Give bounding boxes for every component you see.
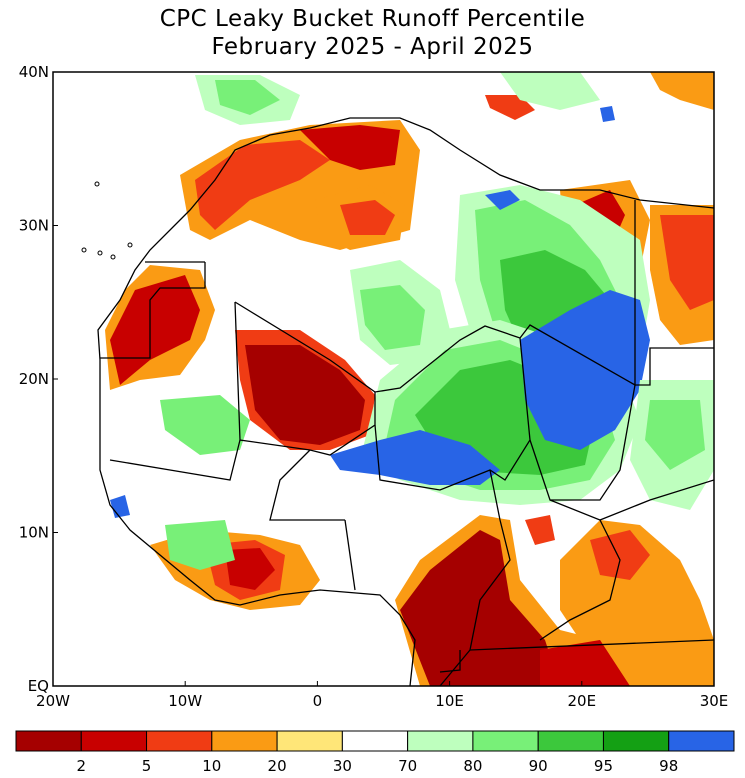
map-field: [53, 72, 714, 686]
legend-tick-label: 80: [463, 757, 482, 775]
lat-label: EQ: [28, 677, 49, 695]
map-subtitle: February 2025 - April 2025: [211, 34, 534, 60]
wet-anomalies: [110, 72, 714, 570]
lon-label: 20E: [568, 692, 597, 710]
country-borders: [97, 117, 714, 686]
legend-tick-label: 5: [142, 757, 152, 775]
legend-swatch: [341, 730, 409, 752]
legend-swatch: [80, 730, 148, 752]
islands: [81, 181, 133, 260]
legend-swatch: [15, 730, 82, 752]
legend-tick-label: 30: [333, 757, 352, 775]
legend-swatch: [537, 730, 604, 752]
map-title: CPC Leaky Bucket Runoff Percentile: [159, 6, 586, 32]
lon-label: 10E: [435, 692, 464, 710]
legend-swatch: [668, 730, 735, 752]
legend-tick-label: 20: [268, 757, 287, 775]
legend-swatch: [602, 730, 670, 752]
legend-tick-label: 90: [529, 757, 548, 775]
lat-label: 20N: [19, 370, 49, 388]
legend: 2 5 10 20 30 70 80 90 95 98: [15, 730, 735, 775]
legend-tick-label: 70: [398, 757, 417, 775]
legend-tick-label: 98: [659, 757, 678, 775]
dry-anomalies: [105, 72, 714, 686]
lat-label: 10N: [19, 524, 49, 542]
legend-tick-label: 2: [76, 757, 86, 775]
legend-swatch: [407, 730, 474, 752]
lon-label: 0: [313, 692, 323, 710]
legend-tick-label: 10: [202, 757, 221, 775]
legend-swatch: [276, 730, 343, 752]
legend-swatch: [472, 730, 539, 752]
lon-label: 30E: [700, 692, 729, 710]
legend-tick-label: 95: [594, 757, 613, 775]
lat-label: 40N: [19, 63, 49, 81]
lon-label: 20W: [36, 692, 70, 710]
lon-label: 10W: [168, 692, 202, 710]
legend-swatch: [146, 730, 213, 752]
lat-label: 30N: [19, 217, 49, 235]
legend-swatch: [211, 730, 278, 752]
